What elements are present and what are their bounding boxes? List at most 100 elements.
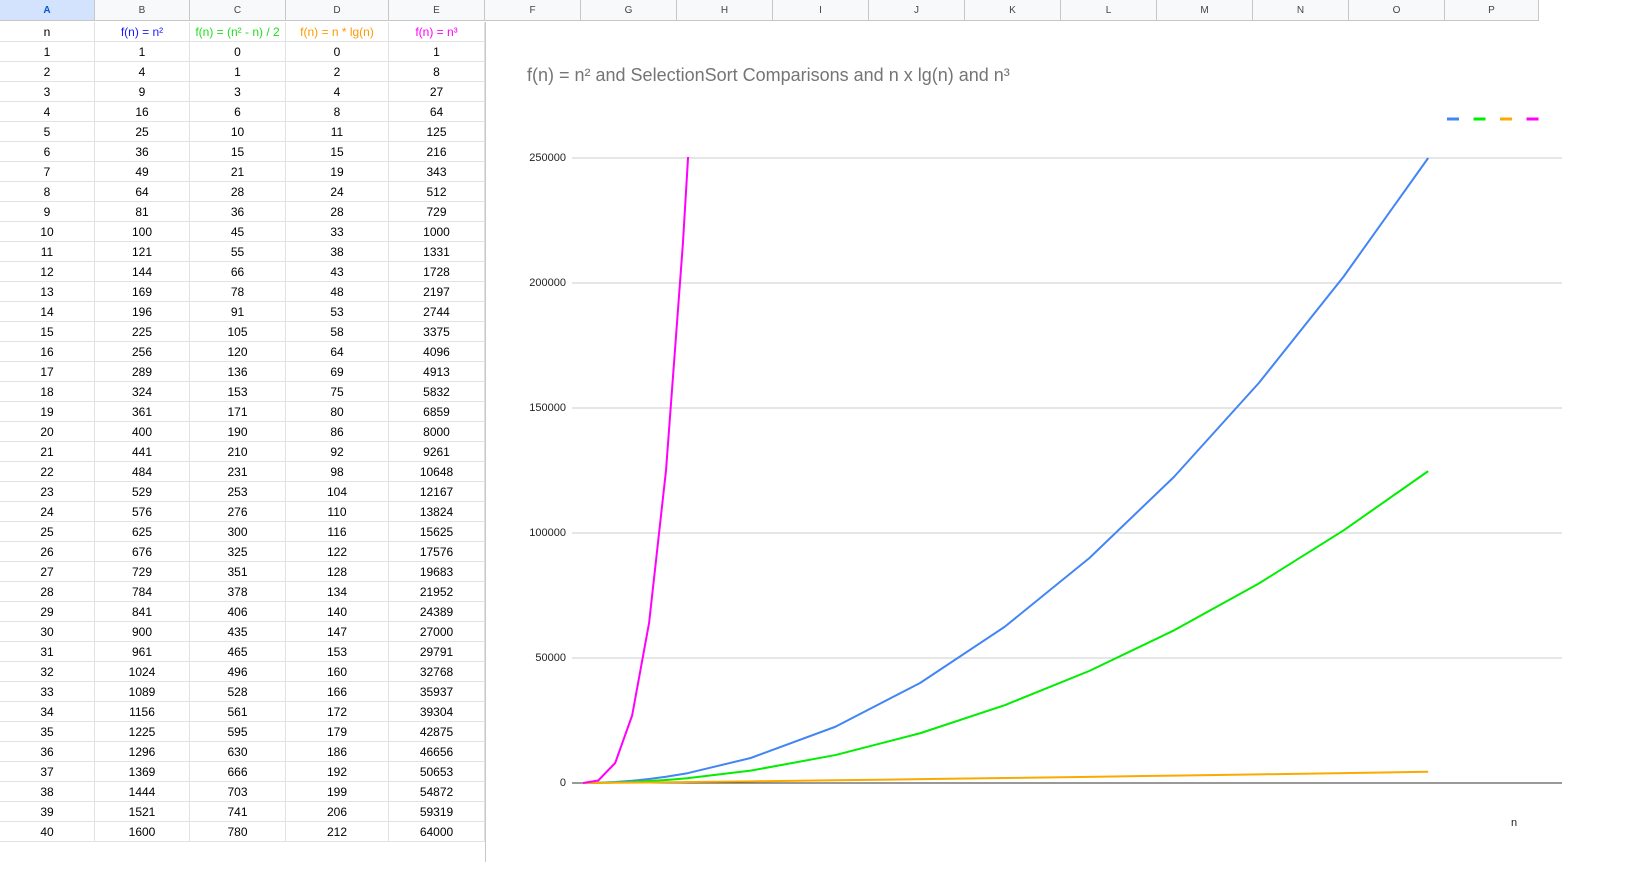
- cell[interactable]: 192: [286, 762, 389, 782]
- column-header[interactable]: E: [389, 0, 485, 21]
- cell[interactable]: 166: [286, 682, 389, 702]
- cell[interactable]: 50653: [389, 762, 485, 782]
- column-header[interactable]: G: [581, 0, 677, 21]
- cell[interactable]: 196: [95, 302, 190, 322]
- column-header[interactable]: H: [677, 0, 773, 21]
- column-header[interactable]: L: [1061, 0, 1157, 21]
- cell[interactable]: 24: [286, 182, 389, 202]
- cell[interactable]: 15: [286, 142, 389, 162]
- cell[interactable]: 9: [95, 82, 190, 102]
- cell[interactable]: 10: [0, 222, 95, 242]
- cell[interactable]: 512: [389, 182, 485, 202]
- cell[interactable]: 6859: [389, 402, 485, 422]
- cell[interactable]: 3: [0, 82, 95, 102]
- cell[interactable]: 561: [190, 702, 286, 722]
- cell[interactable]: 55: [190, 242, 286, 262]
- cell[interactable]: 23: [0, 482, 95, 502]
- cell[interactable]: 529: [95, 482, 190, 502]
- cell[interactable]: 703: [190, 782, 286, 802]
- cell[interactable]: 9: [0, 202, 95, 222]
- cell[interactable]: 116: [286, 522, 389, 542]
- cell[interactable]: 66: [190, 262, 286, 282]
- cell[interactable]: 24: [0, 502, 95, 522]
- cell[interactable]: 160: [286, 662, 389, 682]
- cell[interactable]: 11: [286, 122, 389, 142]
- cell[interactable]: 19683: [389, 562, 485, 582]
- cell[interactable]: 69: [286, 362, 389, 382]
- cell[interactable]: 225: [95, 322, 190, 342]
- cell[interactable]: 18: [0, 382, 95, 402]
- cell[interactable]: 58: [286, 322, 389, 342]
- cell[interactable]: 1024: [95, 662, 190, 682]
- cell[interactable]: 147: [286, 622, 389, 642]
- cell[interactable]: 13824: [389, 502, 485, 522]
- cell[interactable]: 26: [0, 542, 95, 562]
- cell[interactable]: 45: [190, 222, 286, 242]
- cell[interactable]: 21952: [389, 582, 485, 602]
- cell[interactable]: 576: [95, 502, 190, 522]
- cell[interactable]: 15625: [389, 522, 485, 542]
- cell[interactable]: 11: [0, 242, 95, 262]
- cell[interactable]: 12: [0, 262, 95, 282]
- cell[interactable]: 5: [0, 122, 95, 142]
- cell[interactable]: 25: [95, 122, 190, 142]
- cell[interactable]: 841: [95, 602, 190, 622]
- cell[interactable]: 2744: [389, 302, 485, 322]
- cell[interactable]: 153: [190, 382, 286, 402]
- cell[interactable]: 98: [286, 462, 389, 482]
- cell[interactable]: 1089: [95, 682, 190, 702]
- cell[interactable]: 1296: [95, 742, 190, 762]
- cell[interactable]: 666: [190, 762, 286, 782]
- cell[interactable]: 325: [190, 542, 286, 562]
- cell[interactable]: 378: [190, 582, 286, 602]
- cell[interactable]: 1: [95, 42, 190, 62]
- cell[interactable]: 496: [190, 662, 286, 682]
- cell[interactable]: 729: [95, 562, 190, 582]
- cell[interactable]: 120: [190, 342, 286, 362]
- cell[interactable]: 900: [95, 622, 190, 642]
- cell[interactable]: 1331: [389, 242, 485, 262]
- cell[interactable]: 361: [95, 402, 190, 422]
- cell[interactable]: 16: [95, 102, 190, 122]
- cell[interactable]: 1: [190, 62, 286, 82]
- cell[interactable]: 25: [0, 522, 95, 542]
- cell[interactable]: 2: [286, 62, 389, 82]
- cell[interactable]: 36: [95, 142, 190, 162]
- cell[interactable]: 0: [190, 42, 286, 62]
- cell[interactable]: 171: [190, 402, 286, 422]
- cell[interactable]: 54872: [389, 782, 485, 802]
- cell[interactable]: 231: [190, 462, 286, 482]
- cell[interactable]: 37: [0, 762, 95, 782]
- cell[interactable]: 210: [190, 442, 286, 462]
- cell[interactable]: 5832: [389, 382, 485, 402]
- cell[interactable]: 38: [0, 782, 95, 802]
- cell[interactable]: 484: [95, 462, 190, 482]
- cell[interactable]: 28: [190, 182, 286, 202]
- cell[interactable]: 199: [286, 782, 389, 802]
- cell[interactable]: 19: [0, 402, 95, 422]
- cell[interactable]: 29: [0, 602, 95, 622]
- cell[interactable]: 4: [95, 62, 190, 82]
- cell[interactable]: 36: [190, 202, 286, 222]
- cell[interactable]: 625: [95, 522, 190, 542]
- cell[interactable]: 961: [95, 642, 190, 662]
- cell[interactable]: f(n) = n * lg(n): [286, 22, 389, 42]
- cell[interactable]: 104: [286, 482, 389, 502]
- cell[interactable]: 630: [190, 742, 286, 762]
- cell[interactable]: 17576: [389, 542, 485, 562]
- cell[interactable]: 289: [95, 362, 190, 382]
- cell[interactable]: 10648: [389, 462, 485, 482]
- cell[interactable]: 4: [0, 102, 95, 122]
- cell[interactable]: 2197: [389, 282, 485, 302]
- cell[interactable]: 27000: [389, 622, 485, 642]
- cell[interactable]: 22: [0, 462, 95, 482]
- cell[interactable]: 780: [190, 822, 286, 842]
- column-header[interactable]: F: [485, 0, 581, 21]
- cell[interactable]: n: [0, 22, 95, 42]
- cell[interactable]: 435: [190, 622, 286, 642]
- cell[interactable]: 86: [286, 422, 389, 442]
- cell[interactable]: 179: [286, 722, 389, 742]
- cell[interactable]: 400: [95, 422, 190, 442]
- cell[interactable]: 595: [190, 722, 286, 742]
- cell[interactable]: 36: [0, 742, 95, 762]
